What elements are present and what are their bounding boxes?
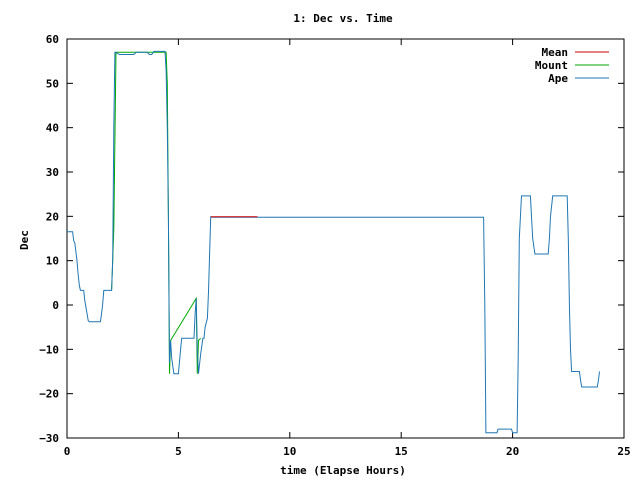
y-axis-label: Dec bbox=[18, 230, 31, 250]
y-tick-label: 50 bbox=[46, 77, 59, 90]
x-tick-label: 20 bbox=[506, 445, 519, 458]
x-tick-label: 10 bbox=[283, 445, 296, 458]
y-tick-label: 10 bbox=[46, 255, 59, 268]
y-tick-label: −10 bbox=[39, 343, 59, 356]
legend-label-mean: Mean bbox=[542, 46, 569, 59]
y-tick-label: 40 bbox=[46, 122, 59, 135]
x-tick-label: 15 bbox=[395, 445, 408, 458]
x-tick-label: 5 bbox=[175, 445, 182, 458]
x-axis-label: time (Elapse Hours) bbox=[280, 464, 406, 477]
chart-title: 1: Dec vs. Time bbox=[293, 12, 393, 25]
x-tick-label: 25 bbox=[617, 445, 630, 458]
y-tick-label: −30 bbox=[39, 432, 59, 445]
y-tick-label: 20 bbox=[46, 210, 59, 223]
legend-label-mount: Mount bbox=[535, 59, 568, 72]
y-tick-label: 0 bbox=[52, 299, 59, 312]
y-tick-label: −20 bbox=[39, 388, 59, 401]
series-line-ape bbox=[67, 50, 600, 434]
series-layer bbox=[67, 50, 600, 434]
ticks-layer: 0 5 10 15 20 25 −30 −20 −10 0 10 20 30 40 50 60 bbox=[39, 33, 631, 458]
x-tick-label: 0 bbox=[64, 445, 71, 458]
series-line-mount bbox=[111, 51, 202, 374]
plot-frame bbox=[66, 38, 625, 439]
legend-label-ape: Ape bbox=[548, 72, 568, 85]
y-tick-label: 60 bbox=[46, 33, 59, 46]
y-tick-label: 30 bbox=[46, 166, 59, 179]
